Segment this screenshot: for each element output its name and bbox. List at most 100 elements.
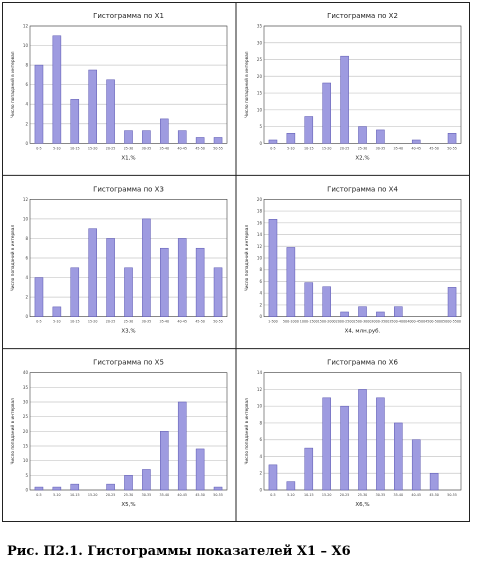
histogram-bar (52, 35, 62, 144)
histogram-bar (358, 306, 367, 317)
figure-caption: Рис. П2.1. Гистограммы показателей X1 – … (7, 544, 351, 559)
histogram-bar (376, 397, 385, 491)
histogram-bar (340, 55, 349, 144)
histogram-bar (322, 286, 331, 317)
y-tick-label: 8 (25, 236, 28, 241)
x-tick-label: 50-55 (447, 493, 457, 497)
y-axis-label: Число попаданий в интервал (243, 51, 250, 118)
x-tick-label: 30-35 (376, 493, 386, 497)
y-tick-label: 15 (23, 444, 29, 449)
histogram-bar (213, 267, 223, 317)
histogram-bar (340, 405, 349, 491)
histogram-bar (304, 116, 314, 144)
histogram-bar (142, 218, 151, 317)
x-tick-label: 45-50 (195, 146, 205, 150)
y-tick-label: 8 (259, 420, 262, 425)
x-axis-label: X2,% (355, 155, 369, 161)
x-tick-label: 500-1000 (283, 320, 299, 324)
x-tick-label: 25-30 (124, 493, 134, 497)
chart-title: Гистограмма по X6 (327, 359, 398, 367)
x-tick-label: 15-20 (322, 493, 332, 497)
histogram-panel-2: Гистограмма по X2 0 5 10 15 20 25 30 35 0-5 5-10 10… (243, 12, 462, 161)
x-tick-label: 0-5 (36, 493, 41, 497)
histogram-bar (268, 464, 278, 491)
y-tick-label: 20 (257, 197, 263, 202)
x-tick-label: 25-30 (358, 146, 368, 150)
histogram-bar (124, 475, 133, 491)
x-tick-label: 5-10 (53, 320, 60, 324)
x-tick-label: 10-15 (70, 146, 80, 150)
y-tick-label: 4 (25, 275, 28, 280)
y-tick-label: 20 (257, 74, 263, 79)
y-tick-label: 10 (23, 43, 29, 48)
y-tick-label: 25 (23, 414, 29, 419)
x-tick-label: 25-30 (124, 320, 134, 324)
histogram-bar (304, 447, 314, 491)
histogram-bar (34, 64, 44, 144)
histogram-bar (340, 311, 349, 317)
y-tick-label: 10 (257, 404, 263, 409)
histogram-bar (88, 69, 97, 144)
x-axis-label: X1,% (121, 155, 135, 161)
histogram-bar (286, 247, 296, 317)
x-tick-label: 20-25 (340, 493, 350, 497)
x-tick-label: 50-55 (447, 146, 457, 150)
x-tick-label: 5-10 (53, 146, 60, 150)
x-axis-label: X4, млн.руб. (345, 329, 381, 335)
histogram-bar (411, 139, 421, 144)
x-tick-label: 5-10 (53, 493, 60, 497)
histogram-bar (268, 219, 278, 317)
y-tick-label: 15 (257, 91, 263, 96)
x-tick-label: 15-20 (322, 146, 332, 150)
x-tick-label: 40-45 (177, 320, 187, 324)
x-tick-label: 4500-5000 (425, 320, 443, 324)
y-tick-label: 5 (25, 473, 28, 478)
histogram-bar (106, 483, 115, 491)
y-tick-label: 10 (257, 107, 263, 112)
x-axis-label: X6,% (355, 502, 369, 508)
y-tick-label: 30 (23, 400, 29, 405)
histogram-panel-3: Гистограмма по X3 0 2 4 6 8 10 12 0-5 5-10 10-15 15… (9, 185, 228, 335)
x-tick-label: 10-15 (304, 493, 314, 497)
histogram-bar (322, 82, 331, 144)
y-axis-label: Число попаданий в интервал (243, 398, 250, 465)
y-tick-label: 16 (257, 220, 263, 225)
x-tick-label: 3000-3500 (371, 320, 389, 324)
x-tick-label: 25-30 (358, 493, 368, 497)
y-tick-label: 2 (25, 121, 28, 126)
y-tick-label: 40 (23, 370, 29, 375)
x-tick-label: 35-40 (160, 320, 170, 324)
y-tick-label: 0 (259, 314, 262, 319)
y-tick-label: 4 (25, 102, 28, 107)
y-tick-label: 2 (259, 471, 262, 476)
x-tick-label: 45-50 (429, 493, 439, 497)
histogram-bar (447, 133, 457, 144)
histogram-bar (411, 439, 421, 491)
y-axis-label: Число попаданий в интервал (9, 398, 16, 465)
histogram-panel-4: Гистограмма по X4 0 2 4 6 8 10 12 14 16 18 20 1-500 5… (243, 185, 462, 335)
y-tick-label: 8 (259, 267, 262, 272)
x-tick-label: 30-35 (142, 493, 152, 497)
histogram-bar (160, 118, 169, 144)
y-tick-label: 0 (259, 141, 262, 146)
histogram-bar (34, 277, 44, 317)
y-tick-label: 6 (25, 256, 28, 261)
x-tick-label: 5000-5500 (443, 320, 461, 324)
x-tick-label: 30-35 (376, 146, 386, 150)
y-tick-label: 0 (25, 488, 28, 493)
x-tick-label: 3500-4000 (389, 320, 407, 324)
y-tick-label: 18 (257, 209, 263, 214)
histogram-bar (394, 422, 403, 491)
x-tick-label: 15-20 (88, 146, 98, 150)
histogram-bar (88, 228, 97, 317)
x-tick-label: 45-50 (195, 493, 205, 497)
y-axis-label: Число попаданий в интервал (9, 51, 16, 118)
y-tick-label: 2 (25, 295, 28, 300)
histogram-bar (124, 130, 133, 144)
histogram-bar (394, 306, 403, 317)
chart-title: Гистограмма по X2 (327, 12, 398, 20)
histogram-panel-5: Гистограмма по X5 0 5 10 15 20 25 30 35 40 0-5 5-10… (9, 359, 228, 508)
y-tick-label: 0 (25, 314, 28, 319)
histogram-panel-1: Гистограмма по X1 0 2 4 6 8 10 12 0-5 5-10 10-15 15… (9, 12, 228, 161)
y-tick-label: 14 (257, 232, 263, 237)
